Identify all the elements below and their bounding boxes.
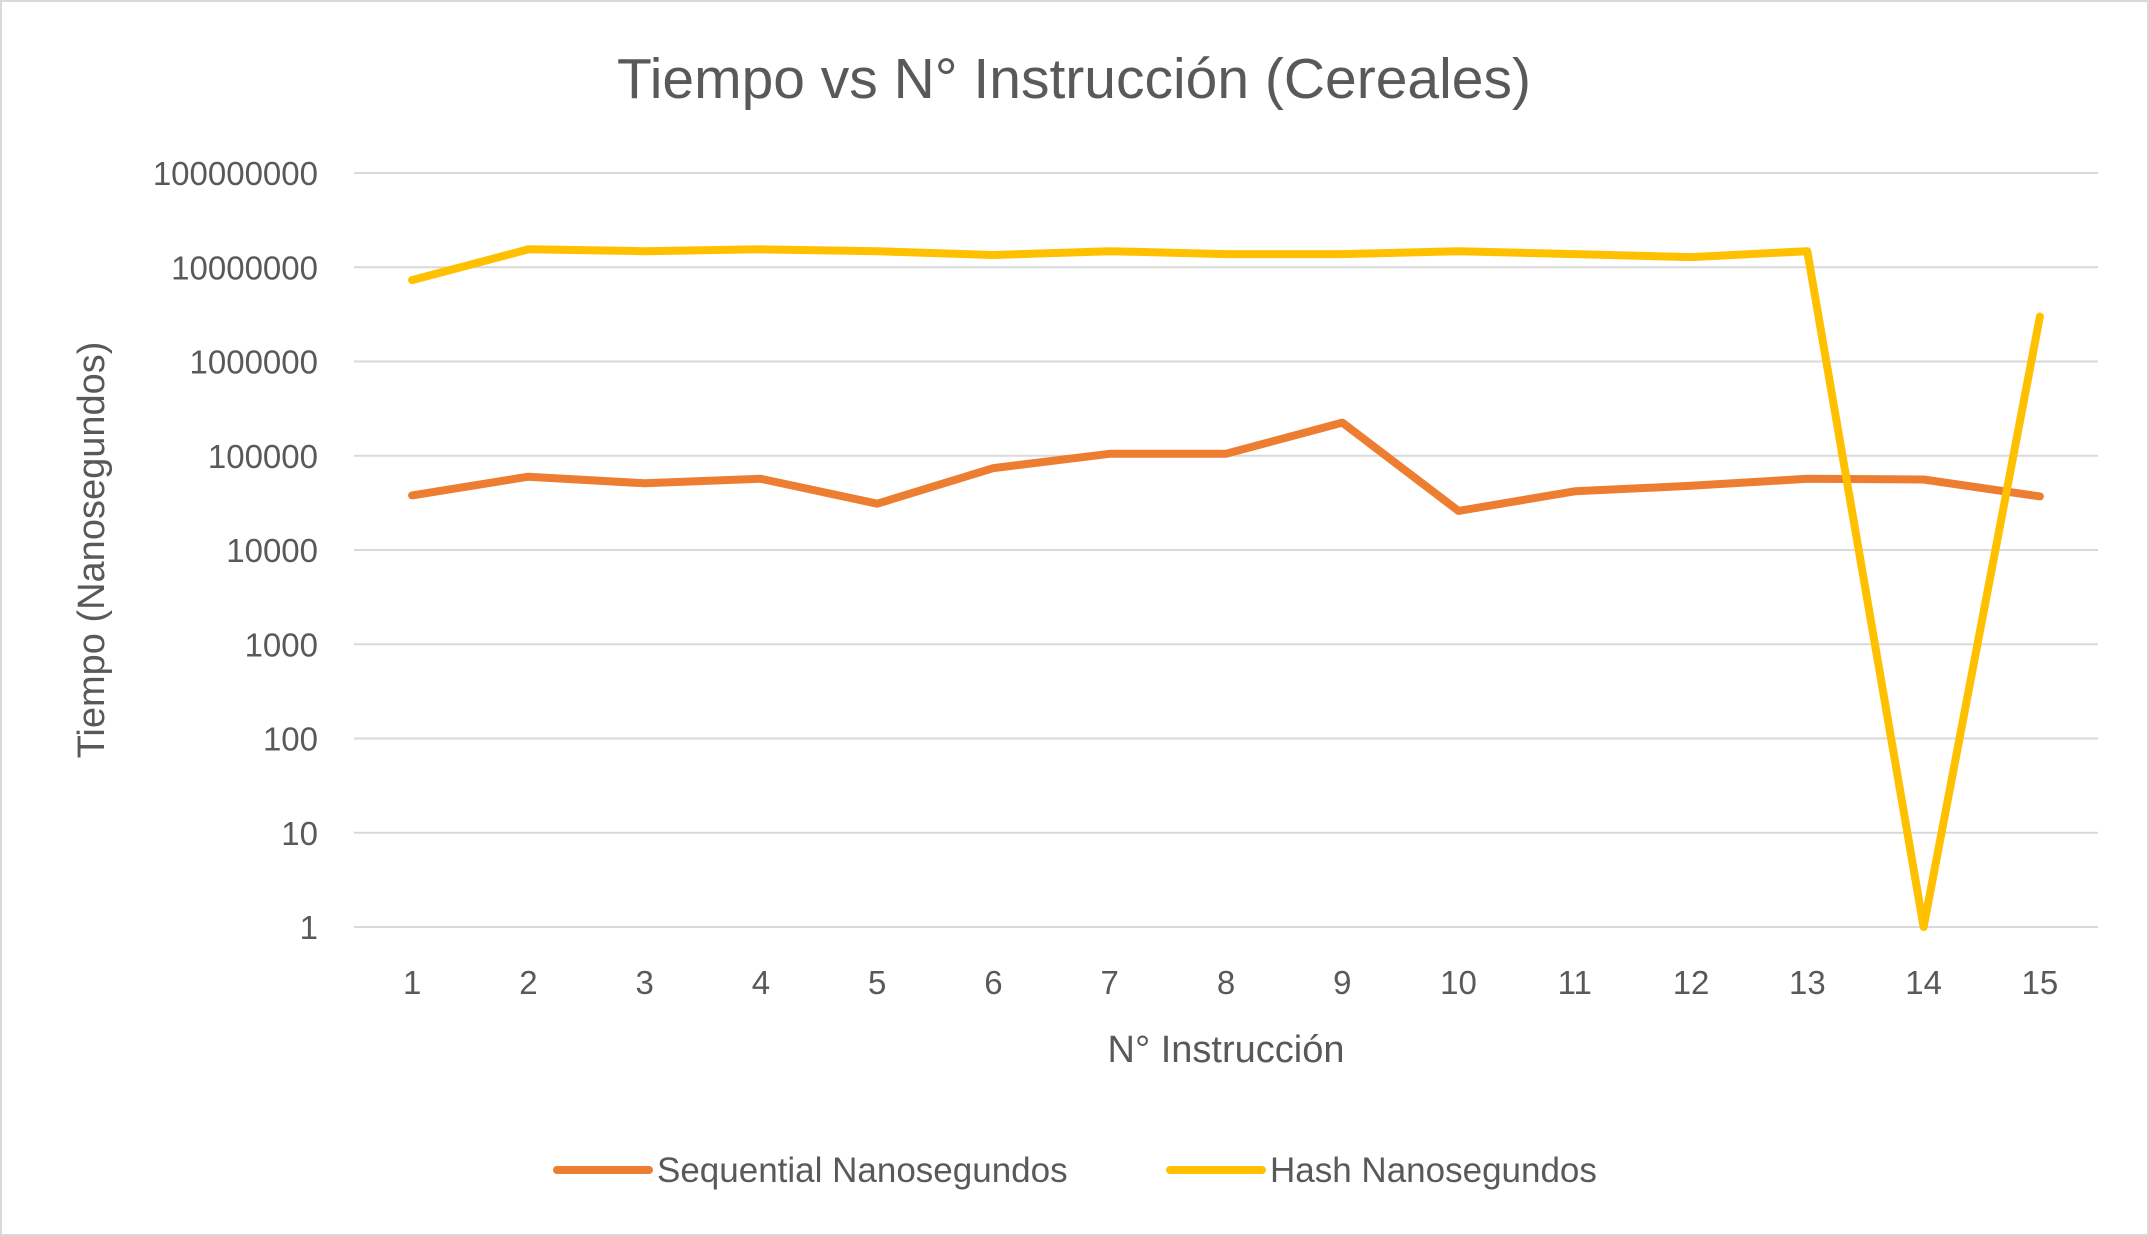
x-tick-label: 8 [1217,964,1235,1001]
x-tick-label: 12 [1673,964,1710,1001]
legend-label: Sequential Nanosegundos [657,1151,1068,1190]
y-axis-tick-labels: 1 10 100 1000 10000 100000 1000000 10000000 1000… [153,155,318,946]
y-tick-label: 10000000 [171,249,318,286]
gridlines [354,172,2098,928]
x-tick-label: 14 [1905,964,1942,1001]
legend: Sequential Nanosegundos Hash Nanosegundos [553,1151,1597,1190]
x-tick-label: 6 [984,964,1002,1001]
y-axis-title: Tiempo (Nanosegundos) [71,342,113,759]
y-tick-label: 100 [263,721,318,758]
x-tick-label: 2 [519,964,537,1001]
series-line [408,245,2044,931]
x-tick-label: 3 [635,964,653,1001]
series-line [408,418,2044,515]
y-tick-label: 10000 [226,532,318,569]
x-tick-label: 13 [1789,964,1826,1001]
x-tick-label: 15 [2022,964,2059,1001]
y-tick-label: 1 [300,909,318,946]
y-tick-label: 100000000 [153,155,318,192]
x-axis-tick-labels: 1 2 3 4 5 6 7 8 9 10 11 12 13 14 15 [403,964,2058,1001]
x-tick-label: 7 [1101,964,1119,1001]
chart-title: Tiempo vs N° Instrucción (Cereales) [617,47,1531,111]
y-tick-label: 100000 [208,438,318,475]
y-tick-label: 1000000 [190,344,318,381]
series-lines [408,245,2044,931]
x-tick-label: 9 [1333,964,1351,1001]
x-tick-label: 10 [1440,964,1477,1001]
x-axis-title: N° Instrucción [1108,1029,1345,1071]
x-tick-label: 5 [868,964,886,1001]
legend-label: Hash Nanosegundos [1270,1151,1597,1190]
x-tick-label: 11 [1558,964,1592,1001]
x-tick-label: 1 [403,964,421,1001]
x-tick-label: 4 [752,964,770,1001]
y-tick-label: 1000 [245,626,318,663]
y-tick-label: 10 [281,815,318,852]
